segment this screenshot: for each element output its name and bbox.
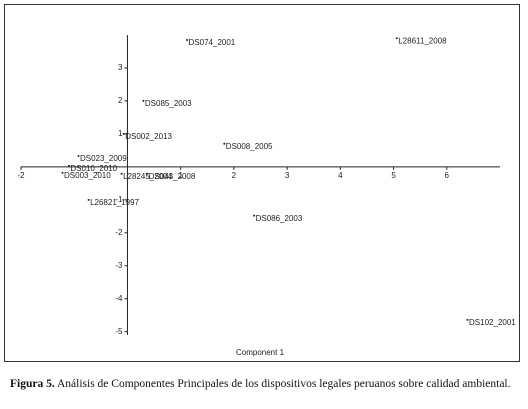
- x-tick-label: 3: [285, 171, 290, 180]
- y-tick-label: -2: [115, 228, 123, 237]
- chart-frame: [4, 4, 520, 362]
- y-tick-label: 3: [118, 63, 123, 72]
- y-tick-label: -1: [115, 195, 123, 204]
- point-label: DS085_2003: [145, 99, 192, 108]
- point: [77, 154, 80, 157]
- point-label: DS003_2010: [64, 171, 111, 180]
- y-tick-label: 2: [118, 96, 123, 105]
- point: [186, 38, 189, 41]
- caption-text: Análisis de Componentes Principales de l…: [56, 378, 511, 390]
- point: [395, 37, 398, 40]
- caption: Figura 5. Análisis de Componentes Princi…: [10, 378, 514, 391]
- point: [122, 132, 125, 135]
- point: [61, 171, 64, 174]
- point: [120, 172, 123, 175]
- x-tick-label: 5: [391, 171, 396, 180]
- point-label: L28245_2004: [123, 172, 172, 181]
- point-label: DS010_2010: [70, 164, 117, 173]
- point: [466, 318, 469, 321]
- point-label: L26821_1997: [90, 198, 139, 207]
- point-label: DS102_2001: [469, 318, 516, 327]
- point: [253, 214, 256, 217]
- point-label: L28611_2008: [398, 36, 447, 45]
- y-tick-label: -4: [115, 294, 123, 303]
- chart: Component 1 -2 1 2 3 4 5 6 3 2 1 -1 -2 -3 -4 -5 DS074_2…: [17, 35, 516, 357]
- x-tick-label: 4: [338, 171, 343, 180]
- point-label: DS043_2008: [149, 172, 196, 181]
- point: [146, 172, 149, 175]
- point: [223, 142, 226, 145]
- point-label: DS002_2013: [125, 132, 172, 141]
- x-axis-label: Component 1: [236, 348, 285, 357]
- x-tick-label: 2: [232, 171, 237, 180]
- point: [142, 99, 145, 102]
- point-label: DS023_2009: [80, 154, 127, 163]
- caption-label: Figura 5.: [10, 378, 55, 390]
- y-tick-label: -5: [115, 327, 123, 336]
- x-tick-label: 6: [445, 171, 450, 180]
- point-label: DS008_2005: [226, 142, 273, 151]
- point-label: DS086_2003: [256, 214, 303, 223]
- x-tick-label: -2: [17, 171, 25, 180]
- point: [87, 198, 90, 201]
- x-tick-label: 1: [178, 171, 183, 180]
- y-tick-label: -3: [115, 261, 123, 270]
- y-tick-label: 1: [118, 129, 123, 138]
- point-label: DS074_2001: [189, 38, 236, 47]
- point: [67, 164, 70, 167]
